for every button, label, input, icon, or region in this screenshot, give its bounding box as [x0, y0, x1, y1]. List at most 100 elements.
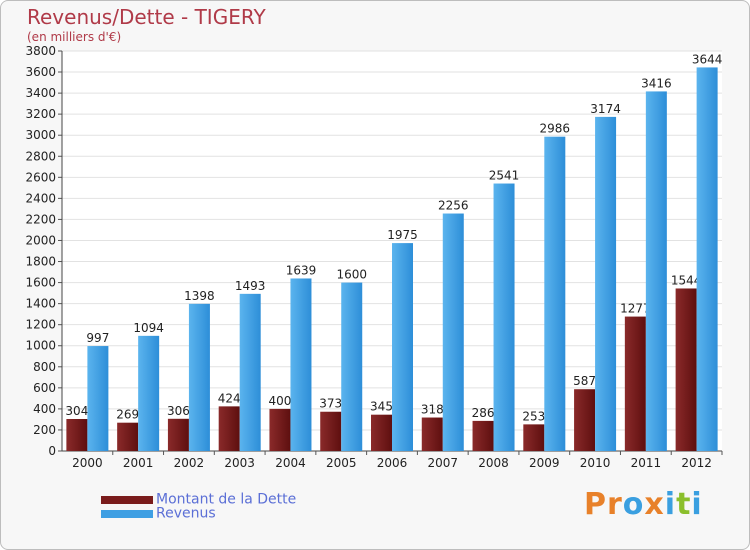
data-label-revenus: 2986 — [540, 122, 571, 136]
x-tick-label: 2008 — [478, 456, 509, 470]
x-tick-label: 2006 — [377, 456, 408, 470]
data-label-revenus: 2541 — [489, 169, 520, 183]
legend-swatch-revenus — [101, 509, 153, 518]
bar-dette — [66, 419, 88, 451]
logo-letter: o — [622, 487, 645, 522]
bar-revenus — [87, 346, 109, 451]
x-tick-label: 2005 — [326, 456, 357, 470]
data-label-dette: 253 — [522, 409, 545, 423]
y-tick-label: 1200 — [25, 318, 56, 332]
y-tick-label: 3400 — [25, 86, 56, 100]
bar-dette — [523, 424, 545, 451]
data-label-revenus: 1493 — [235, 279, 266, 293]
x-tick-label: 2003 — [224, 456, 255, 470]
data-label-dette: 1544 — [671, 273, 702, 287]
y-tick-label: 200 — [33, 423, 56, 437]
bar-dette — [421, 417, 443, 451]
data-label-dette: 269 — [116, 408, 139, 422]
data-label-revenus: 1094 — [133, 321, 164, 335]
bar-dette — [574, 389, 596, 451]
bar-revenus — [138, 335, 160, 451]
data-label-dette: 400 — [269, 394, 292, 408]
bar-revenus — [442, 213, 464, 451]
legend-label-revenus: Revenus — [156, 505, 216, 522]
data-label-revenus: 1975 — [387, 228, 418, 242]
y-tick-label: 600 — [33, 381, 56, 395]
data-label-dette: 1277 — [620, 302, 651, 316]
chart-subtitle: (en milliers d'€) — [27, 30, 122, 44]
data-label-revenus: 3416 — [641, 76, 672, 90]
data-label-revenus: 997 — [86, 331, 109, 345]
bar-revenus — [645, 91, 667, 451]
data-label-dette: 286 — [472, 406, 495, 420]
y-tick-label: 2800 — [25, 149, 56, 163]
y-tick-label: 400 — [33, 402, 56, 416]
data-label-dette: 373 — [319, 397, 342, 411]
data-label-dette: 318 — [421, 403, 444, 417]
x-tick-label: 2007 — [427, 456, 458, 470]
bar-revenus — [493, 183, 515, 452]
data-label-revenus: 3644 — [692, 52, 723, 66]
bar-revenus — [341, 282, 363, 451]
y-tick-label: 3800 — [25, 44, 56, 58]
logo-letter: P — [584, 487, 607, 522]
data-label-dette: 306 — [167, 404, 190, 418]
y-tick-label: 3200 — [25, 107, 56, 121]
chart-title: Revenus/Dette - TIGERY — [27, 5, 266, 29]
y-tick-label: 3000 — [25, 128, 56, 142]
bar-dette — [117, 422, 139, 451]
bar-dette — [472, 420, 494, 451]
bar-dette — [675, 288, 697, 451]
data-label-revenus: 1398 — [184, 289, 215, 303]
legend-swatch-dette — [101, 495, 153, 504]
y-tick-label: 2400 — [25, 191, 56, 205]
logo-letter: i — [691, 487, 703, 522]
bar-dette — [167, 418, 189, 451]
bar-revenus — [392, 243, 413, 451]
x-tick-label: 2009 — [529, 456, 560, 470]
bar-revenus — [595, 116, 617, 451]
logo-letter: t — [676, 487, 692, 522]
y-tick-label: 2000 — [25, 233, 56, 247]
bar-revenus — [188, 303, 210, 451]
proxiti-logo: Proxiti — [584, 487, 703, 522]
x-tick-label: 2011 — [631, 456, 662, 470]
data-label-revenus: 3174 — [590, 102, 621, 116]
bar-dette — [218, 406, 240, 451]
logo-letter: r — [607, 487, 623, 522]
x-tick-label: 2012 — [681, 456, 712, 470]
bar-dette — [371, 414, 392, 451]
y-tick-label: 0 — [48, 444, 56, 458]
data-label-revenus: 1600 — [336, 268, 367, 282]
x-tick-label: 2002 — [174, 456, 205, 470]
data-label-dette: 304 — [65, 404, 88, 418]
logo-letter: x — [644, 487, 665, 522]
y-tick-label: 1600 — [25, 276, 56, 290]
bar-dette — [320, 411, 342, 451]
y-tick-label: 1000 — [25, 339, 56, 353]
bar-dette — [624, 316, 646, 451]
y-tick-label: 2600 — [25, 170, 56, 184]
logo-letter: i — [664, 487, 677, 522]
x-tick-label: 2000 — [72, 456, 103, 470]
legend-item-dette: Montant de la Dette — [101, 489, 296, 508]
data-label-revenus: 1639 — [286, 263, 317, 277]
legend-label-dette: Montant de la Dette — [156, 491, 297, 508]
legend-item-revenus: Revenus — [101, 503, 216, 522]
y-tick-label: 1800 — [25, 255, 56, 269]
bar-dette — [269, 408, 291, 451]
y-tick-label: 3600 — [25, 65, 56, 79]
x-tick-label: 2004 — [275, 456, 306, 470]
data-label-dette: 424 — [218, 391, 241, 405]
bar-revenus — [544, 136, 566, 451]
data-label-dette: 587 — [573, 374, 596, 388]
y-tick-label: 1400 — [25, 297, 56, 311]
x-tick-label: 2001 — [123, 456, 154, 470]
x-tick-label: 2010 — [580, 456, 611, 470]
y-tick-label: 800 — [33, 360, 56, 374]
data-label-dette: 345 — [370, 400, 393, 414]
bar-revenus — [290, 278, 312, 451]
data-label-revenus: 2256 — [438, 199, 469, 213]
